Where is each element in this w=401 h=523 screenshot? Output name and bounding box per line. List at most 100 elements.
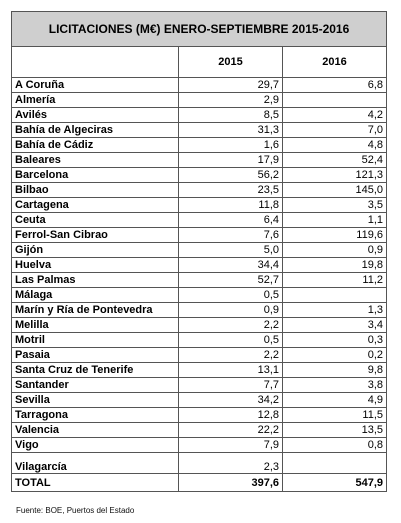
table-row: Ceuta 6,4 1,1 <box>11 212 388 228</box>
value-2016-cell: 0,8 <box>281 437 388 453</box>
port-name-cell: Málaga <box>11 287 179 303</box>
value-2015-cell: 34,2 <box>178 392 283 408</box>
port-name-cell: Pasaia <box>11 347 179 363</box>
value-2015-cell: 6,4 <box>178 212 283 228</box>
total-2016: 547,9 <box>281 473 388 492</box>
table-row: Sevilla 34,2 4,9 <box>11 392 388 408</box>
port-name-cell: Vigo <box>11 437 179 453</box>
table-body: LICITACIONES (M€) ENERO-SEPTIEMBRE 2015-… <box>10 11 388 492</box>
header-empty-cell <box>11 46 179 78</box>
table-row: Valencia 22,2 13,5 <box>11 422 388 438</box>
source-note: Fuente: BOE, Puertos del Estado <box>16 506 135 515</box>
value-2016-cell: 19,8 <box>281 257 388 273</box>
port-name-cell: Avilés <box>11 107 179 123</box>
table-row: Santa Cruz de Tenerife 13,1 9,8 <box>11 362 388 378</box>
port-name-cell: Gijón <box>11 242 179 258</box>
value-2016-cell: 145,0 <box>281 182 388 198</box>
value-2015-cell: 0,9 <box>178 302 283 318</box>
value-2016-cell: 0,3 <box>281 332 388 348</box>
value-2015-cell: 52,7 <box>178 272 283 288</box>
header-row: 2015 2016 <box>11 46 388 78</box>
value-2015-cell: 0,5 <box>178 332 283 348</box>
value-2015-cell: 56,2 <box>178 167 283 183</box>
port-name-cell: Sevilla <box>11 392 179 408</box>
table-row: Bilbao 23,5 145,0 <box>11 182 388 198</box>
table-row: Barcelona 56,2 121,3 <box>11 167 388 183</box>
port-name-cell: Barcelona <box>11 167 179 183</box>
value-2015-cell: 2,2 <box>178 347 283 363</box>
value-2015-cell: 29,7 <box>178 77 283 93</box>
table-row: Gijón 5,0 0,9 <box>11 242 388 258</box>
port-name-cell: Huelva <box>11 257 179 273</box>
value-2016-cell: 6,8 <box>281 77 388 93</box>
value-2016-cell: 3,4 <box>281 317 388 333</box>
port-name-cell: Almería <box>11 92 179 108</box>
port-name-cell: Ceuta <box>11 212 179 228</box>
value-2016-cell: 0,2 <box>281 347 388 363</box>
table-row: Melilla 2,2 3,4 <box>11 317 388 333</box>
value-2016-cell: 4,2 <box>281 107 388 123</box>
table-row: Avilés 8,5 4,2 <box>11 107 388 123</box>
value-2015-cell: 2,3 <box>178 452 283 474</box>
licitaciones-table: LICITACIONES (M€) ENERO-SEPTIEMBRE 2015-… <box>10 11 388 492</box>
port-name-cell: Vilagarcía <box>11 452 179 474</box>
port-name-cell: A Coruña <box>11 77 179 93</box>
value-2016-cell <box>281 452 388 474</box>
table-row: Ferrol-San Cibrao 7,6 119,6 <box>11 227 388 243</box>
value-2016-cell <box>281 287 388 303</box>
port-name-cell: Baleares <box>11 152 179 168</box>
value-2015-cell: 5,0 <box>178 242 283 258</box>
port-name-cell: Las Palmas <box>11 272 179 288</box>
port-name-cell: Ferrol-San Cibrao <box>11 227 179 243</box>
value-2016-cell: 1,1 <box>281 212 388 228</box>
value-2015-cell: 7,9 <box>178 437 283 453</box>
value-2016-cell: 7,0 <box>281 122 388 138</box>
table-row: Bahía de Cádiz 1,6 4,8 <box>11 137 388 153</box>
value-2015-cell: 23,5 <box>178 182 283 198</box>
total-label: TOTAL <box>11 473 179 492</box>
value-2015-cell: 31,3 <box>178 122 283 138</box>
value-2015-cell: 7,7 <box>178 377 283 393</box>
value-2016-cell <box>281 92 388 108</box>
table-row: Málaga 0,5 <box>11 287 388 303</box>
value-2016-cell: 11,5 <box>281 407 388 423</box>
port-name-cell: Santa Cruz de Tenerife <box>11 362 179 378</box>
value-2015-cell: 2,2 <box>178 317 283 333</box>
port-name-cell: Cartagena <box>11 197 179 213</box>
port-name-cell: Santander <box>11 377 179 393</box>
port-name-cell: Bilbao <box>11 182 179 198</box>
table-row: Pasaia 2,2 0,2 <box>11 347 388 363</box>
value-2015-cell: 8,5 <box>178 107 283 123</box>
table-row: Motril 0,5 0,3 <box>11 332 388 348</box>
value-2016-cell: 0,9 <box>281 242 388 258</box>
port-name-cell: Motril <box>11 332 179 348</box>
total-2015: 397,6 <box>178 473 283 492</box>
table-row: Almería 2,9 <box>11 92 388 108</box>
value-2016-cell: 13,5 <box>281 422 388 438</box>
table-row: Vilagarcía 2,3 <box>11 452 388 474</box>
value-2016-cell: 121,3 <box>281 167 388 183</box>
value-2016-cell: 3,8 <box>281 377 388 393</box>
table-row: Baleares 17,9 52,4 <box>11 152 388 168</box>
value-2015-cell: 2,9 <box>178 92 283 108</box>
table-row: Cartagena 11,8 3,5 <box>11 197 388 213</box>
value-2015-cell: 17,9 <box>178 152 283 168</box>
table-row: Bahía de Algeciras 31,3 7,0 <box>11 122 388 138</box>
value-2015-cell: 12,8 <box>178 407 283 423</box>
value-2015-cell: 7,6 <box>178 227 283 243</box>
port-name-cell: Tarragona <box>11 407 179 423</box>
port-name-cell: Bahía de Algeciras <box>11 122 179 138</box>
table-title: LICITACIONES (M€) ENERO-SEPTIEMBRE 2015-… <box>10 11 388 47</box>
port-name-cell: Melilla <box>11 317 179 333</box>
table-row: A Coruña 29,7 6,8 <box>11 77 388 93</box>
value-2016-cell: 11,2 <box>281 272 388 288</box>
header-2016: 2016 <box>281 46 388 78</box>
value-2015-cell: 13,1 <box>178 362 283 378</box>
value-2016-cell: 3,5 <box>281 197 388 213</box>
value-2015-cell: 0,5 <box>178 287 283 303</box>
value-2015-cell: 1,6 <box>178 137 283 153</box>
title-row: LICITACIONES (M€) ENERO-SEPTIEMBRE 2015-… <box>10 11 388 47</box>
value-2016-cell: 1,3 <box>281 302 388 318</box>
total-row: TOTAL 397,6 547,9 <box>11 473 388 492</box>
table-row: Tarragona 12,8 11,5 <box>11 407 388 423</box>
